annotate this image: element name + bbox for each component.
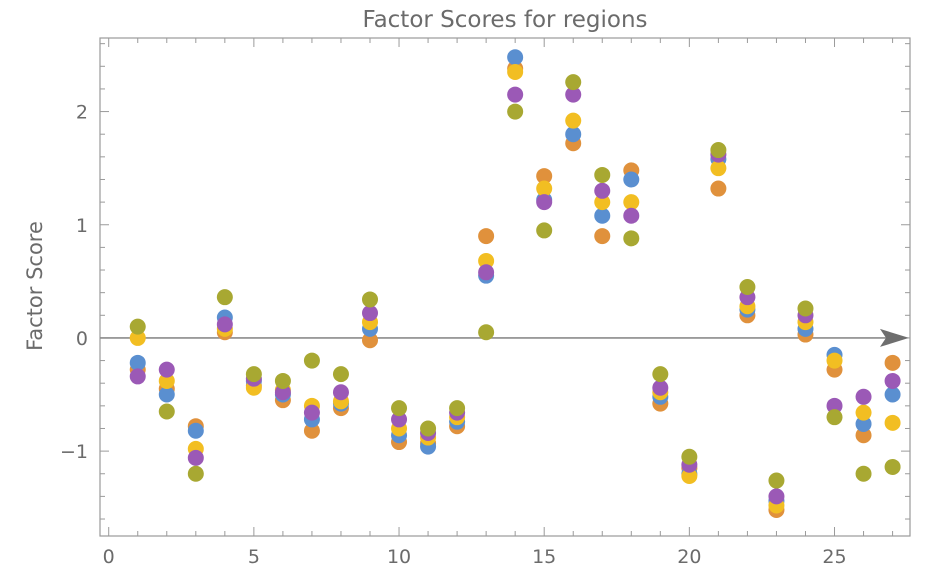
data-point bbox=[332, 384, 349, 401]
chart-title: Factor Scores for regions bbox=[362, 7, 647, 33]
y-axis-label: Factor Score bbox=[23, 221, 47, 351]
data-point bbox=[565, 86, 582, 103]
data-point bbox=[855, 404, 872, 421]
data-point bbox=[303, 352, 320, 369]
data-point bbox=[536, 222, 553, 239]
data-point bbox=[681, 448, 698, 465]
axis-ticks bbox=[100, 38, 910, 536]
data-point bbox=[565, 126, 582, 143]
data-point bbox=[391, 400, 408, 417]
data-point bbox=[507, 86, 524, 103]
data-point bbox=[158, 403, 175, 420]
data-point bbox=[826, 397, 843, 414]
data-point bbox=[507, 63, 524, 80]
data-point bbox=[739, 279, 756, 295]
data-point bbox=[391, 411, 408, 428]
data-point bbox=[768, 488, 785, 505]
data-point bbox=[884, 386, 901, 403]
data-point bbox=[303, 404, 320, 421]
data-point bbox=[623, 230, 640, 247]
data-point bbox=[187, 465, 204, 482]
x-tick-label: 0 bbox=[103, 546, 115, 568]
data-point bbox=[681, 468, 698, 485]
data-point bbox=[884, 372, 901, 389]
data-point bbox=[478, 252, 495, 269]
x-tick-label: 5 bbox=[248, 546, 260, 568]
data-point bbox=[710, 160, 727, 177]
data-point bbox=[129, 368, 146, 385]
zero-line-arrow-icon bbox=[880, 328, 909, 347]
data-point bbox=[855, 427, 872, 444]
plot-frame bbox=[99, 37, 911, 537]
data-point bbox=[449, 400, 466, 417]
data-point bbox=[303, 422, 320, 439]
data-point bbox=[855, 465, 872, 482]
data-point bbox=[594, 166, 611, 183]
data-point bbox=[129, 329, 146, 346]
data-point bbox=[507, 49, 524, 66]
x-tick-label: 10 bbox=[387, 546, 411, 568]
data-point bbox=[594, 182, 611, 199]
data-point bbox=[362, 305, 378, 322]
data-point bbox=[362, 332, 378, 349]
data-point bbox=[884, 354, 901, 371]
x-tick-label: 15 bbox=[532, 546, 556, 568]
data-point bbox=[652, 379, 669, 396]
data-point bbox=[797, 300, 814, 317]
data-point bbox=[565, 74, 582, 91]
data-point bbox=[187, 449, 204, 466]
y-tick-label: 2 bbox=[76, 102, 88, 124]
data-point bbox=[216, 289, 233, 306]
y-tick-label: −1 bbox=[60, 441, 88, 463]
data-point bbox=[158, 386, 175, 403]
data-point bbox=[623, 207, 640, 224]
data-point bbox=[536, 194, 553, 211]
data-point bbox=[129, 318, 146, 335]
data-point bbox=[507, 103, 524, 120]
data-point bbox=[652, 366, 669, 383]
data-point bbox=[884, 414, 901, 431]
data-point bbox=[623, 194, 640, 211]
data-point bbox=[594, 228, 611, 245]
data-point bbox=[826, 352, 843, 369]
x-tick-label: 20 bbox=[677, 546, 701, 568]
y-tick-label: 0 bbox=[76, 328, 88, 350]
data-point bbox=[362, 291, 378, 308]
x-tick-label: 25 bbox=[822, 546, 846, 568]
data-point bbox=[623, 171, 640, 188]
data-point bbox=[245, 366, 262, 383]
data-point bbox=[768, 472, 785, 489]
data-point bbox=[478, 324, 495, 341]
data-point bbox=[565, 112, 582, 129]
data-point bbox=[594, 194, 611, 211]
data-point bbox=[478, 264, 495, 281]
data-point bbox=[332, 366, 349, 383]
data-points bbox=[129, 49, 901, 518]
data-point bbox=[274, 372, 291, 389]
data-point bbox=[536, 180, 553, 197]
data-point bbox=[129, 354, 146, 371]
tick-labels: 0 5 10 15 20 25 −1 0 1 2 bbox=[60, 102, 847, 568]
data-point bbox=[826, 409, 843, 426]
data-point bbox=[478, 228, 495, 245]
data-point bbox=[158, 372, 175, 389]
data-point bbox=[536, 168, 553, 185]
data-point bbox=[187, 422, 204, 439]
data-point bbox=[158, 361, 175, 378]
data-point bbox=[884, 458, 901, 475]
data-point bbox=[710, 180, 727, 197]
data-point bbox=[855, 415, 872, 432]
y-tick-label: 1 bbox=[76, 215, 88, 237]
data-point bbox=[216, 316, 233, 333]
data-point bbox=[594, 207, 611, 224]
data-point bbox=[710, 142, 727, 159]
data-point bbox=[274, 384, 291, 401]
data-point bbox=[420, 420, 437, 437]
data-point bbox=[855, 388, 872, 405]
